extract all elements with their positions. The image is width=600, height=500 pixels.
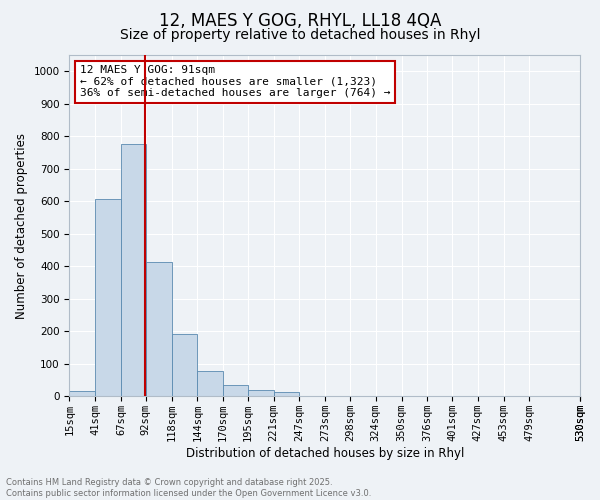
Text: Size of property relative to detached houses in Rhyl: Size of property relative to detached ho…	[120, 28, 480, 42]
Bar	[248, 390, 274, 396]
Text: 12, MAES Y GOG, RHYL, LL18 4QA: 12, MAES Y GOG, RHYL, LL18 4QA	[159, 12, 441, 30]
Bar	[95, 198, 121, 396]
Bar	[70, 392, 95, 396]
Bar	[197, 371, 223, 396]
Bar	[223, 385, 248, 396]
Text: Contains HM Land Registry data © Crown copyright and database right 2025.
Contai: Contains HM Land Registry data © Crown c…	[6, 478, 371, 498]
Text: 12 MAES Y GOG: 91sqm
← 62% of detached houses are smaller (1,323)
36% of semi-de: 12 MAES Y GOG: 91sqm ← 62% of detached h…	[80, 65, 390, 98]
Bar	[172, 334, 197, 396]
Y-axis label: Number of detached properties: Number of detached properties	[15, 132, 28, 318]
Bar	[274, 392, 299, 396]
Bar	[146, 262, 172, 396]
Bar	[121, 144, 146, 396]
X-axis label: Distribution of detached houses by size in Rhyl: Distribution of detached houses by size …	[185, 447, 464, 460]
